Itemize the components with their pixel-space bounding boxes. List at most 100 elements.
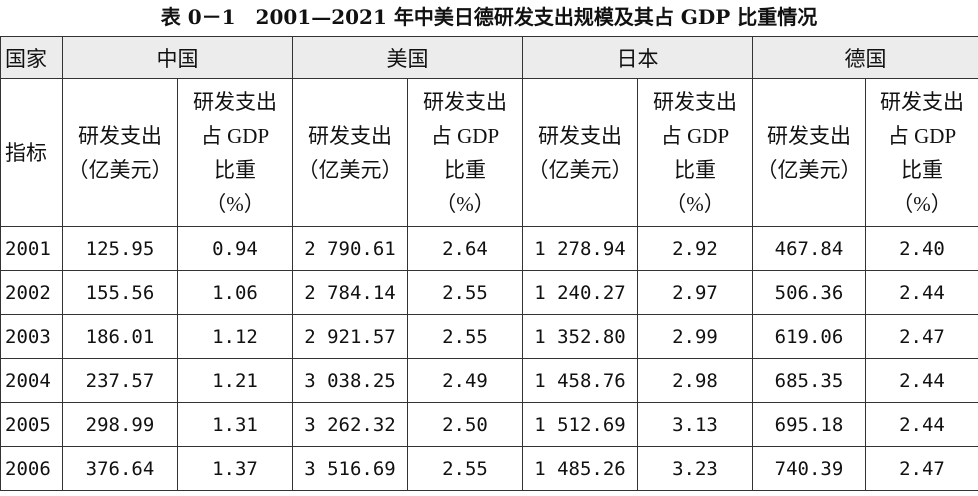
country-header: 美国 [292, 36, 523, 79]
value-cell: 1 485.26 [522, 446, 638, 491]
header-line: （亿美元） [756, 157, 862, 182]
value-cell: 2.55 [407, 314, 523, 359]
value-cell: 2.97 [637, 270, 753, 315]
value-cell: 467.84 [752, 226, 866, 271]
value-cell: 2.98 [637, 358, 753, 403]
value-cell: 2 921.57 [292, 314, 408, 359]
year-cell: 2002 [0, 270, 63, 315]
value-cell: 2.47 [865, 446, 978, 491]
header-line: （%） [435, 191, 495, 216]
value-cell: 1 240.27 [522, 270, 638, 315]
header-cell: 指标 [0, 78, 63, 227]
value-cell: 506.36 [752, 270, 866, 315]
indicator-header: 研发支出 （亿美元） [752, 78, 866, 227]
table-body: 国家 中国 美国 日本 德国 指标 研发支出 （亿美元） 研发支出占 GDP 比重 （%） 研发支出（… [0, 36, 978, 491]
value-cell: 1.31 [177, 402, 293, 447]
value-cell: 3 262.32 [292, 402, 408, 447]
value-cell: 2.44 [865, 402, 978, 447]
header-line: 研发支出 [880, 89, 964, 114]
data-row: 2004 237.57 1.21 3 038.25 2.49 1 458.76 2.98 68… [0, 358, 978, 403]
header-line: 占 GDP [660, 123, 730, 148]
header-line: 研发支出 [423, 89, 507, 114]
value-cell: 3.13 [637, 402, 753, 447]
header-line: 比重 [901, 157, 943, 182]
data-row: 2005 298.99 1.31 3 262.32 2.50 1 512.69 3.13 69… [0, 402, 978, 447]
value-cell: 1 458.76 [522, 358, 638, 403]
data-row: 2001 125.95 0.94 2 790.61 2.64 1 278.94 2.92 46… [0, 226, 978, 271]
header-line: （亿美元） [527, 157, 633, 182]
value-cell: 376.64 [62, 446, 178, 491]
value-cell: 125.95 [62, 226, 178, 271]
value-cell: 2.55 [407, 270, 523, 315]
header-line: （%） [205, 191, 265, 216]
value-cell: 3 038.25 [292, 358, 408, 403]
indicator-header: 研发支出占 GDP 比重 （%） [865, 78, 978, 227]
data-row: 2003 186.01 1.12 2 921.57 2.55 1 352.80 2.99 61… [0, 314, 978, 359]
value-cell: 3.23 [637, 446, 753, 491]
table-title: 表 0－1 2001—2021 年中美日德研发支出规模及其占 GDP 比重情况 [160, 5, 818, 29]
year-cell: 2005 [0, 402, 63, 447]
header-line: 比重 [214, 157, 256, 182]
header-row: 指标 研发支出 （亿美元） 研发支出占 GDP 比重 （%） 研发支出 （亿美元） 研发支出占 … [0, 78, 978, 227]
header-line: 占 GDP [887, 123, 957, 148]
value-cell: 685.35 [752, 358, 866, 403]
value-cell: 2.99 [637, 314, 753, 359]
value-cell: 1.37 [177, 446, 293, 491]
value-cell: 2.47 [865, 314, 978, 359]
header-line: 比重 [674, 157, 716, 182]
header-line: 研发支出 [538, 123, 622, 148]
data-row: 2002 155.56 1.06 2 784.14 2.55 1 240.27 2.97 50… [0, 270, 978, 315]
value-cell: 619.06 [752, 314, 866, 359]
indicator-header: 研发支出占 GDP 比重 （%） [637, 78, 753, 227]
header-line: 研发支出 [78, 123, 162, 148]
header-row: 国家 中国 美国 日本 德国 [0, 36, 978, 79]
value-cell: 186.01 [62, 314, 178, 359]
year-cell: 2006 [0, 446, 63, 491]
indicator-header: 研发支出 （亿美元） [62, 78, 178, 227]
value-cell: 740.39 [752, 446, 866, 491]
value-cell: 2.49 [407, 358, 523, 403]
header-line: （亿美元） [67, 157, 173, 182]
value-cell: 0.94 [177, 226, 293, 271]
value-cell: 2.44 [865, 270, 978, 315]
value-cell: 1.12 [177, 314, 293, 359]
indicator-header: 研发支出 （亿美元） [292, 78, 408, 227]
data-row: 2006 376.64 1.37 3 516.69 2.55 1 485.26 3.23 74… [0, 446, 978, 491]
value-cell: 1.06 [177, 270, 293, 315]
country-header: 日本 [522, 36, 753, 79]
value-cell: 2.44 [865, 358, 978, 403]
year-cell: 2004 [0, 358, 63, 403]
value-cell: 1.21 [177, 358, 293, 403]
header-line: 研发支出 [653, 89, 737, 114]
value-cell: 1 512.69 [522, 402, 638, 447]
header-line: 占 GDP [430, 123, 500, 148]
value-cell: 2.55 [407, 446, 523, 491]
header-line: 研发支出 [193, 89, 277, 114]
value-cell: 695.18 [752, 402, 866, 447]
value-cell: 155.56 [62, 270, 178, 315]
value-cell: 2 790.61 [292, 226, 408, 271]
header-line: （%） [665, 191, 725, 216]
indicator-header: 研发支出占 GDP 比重 （%） [407, 78, 523, 227]
header-line: 比重 [444, 157, 486, 182]
year-cell: 2001 [0, 226, 63, 271]
value-cell: 298.99 [62, 402, 178, 447]
value-cell: 3 516.69 [292, 446, 408, 491]
header-cell: 国家 [0, 36, 63, 79]
data-table: 国家 中国 美国 日本 德国 指标 研发支出 （亿美元） 研发支出占 GDP 比重 （%） 研发支出（… [0, 36, 978, 491]
indicator-header: 研发支出 （亿美元） [522, 78, 638, 227]
value-cell: 2.40 [865, 226, 978, 271]
value-cell: 2.50 [407, 402, 523, 447]
country-header: 中国 [62, 36, 293, 79]
header-line: 研发支出 [767, 123, 851, 148]
value-cell: 2.92 [637, 226, 753, 271]
value-cell: 1 278.94 [522, 226, 638, 271]
header-line: （%） [892, 191, 952, 216]
value-cell: 1 352.80 [522, 314, 638, 359]
header-line: 占 GDP [200, 123, 270, 148]
value-cell: 2.64 [407, 226, 523, 271]
value-cell: 237.57 [62, 358, 178, 403]
value-cell: 2 784.14 [292, 270, 408, 315]
header-line: （亿美元） [297, 157, 403, 182]
